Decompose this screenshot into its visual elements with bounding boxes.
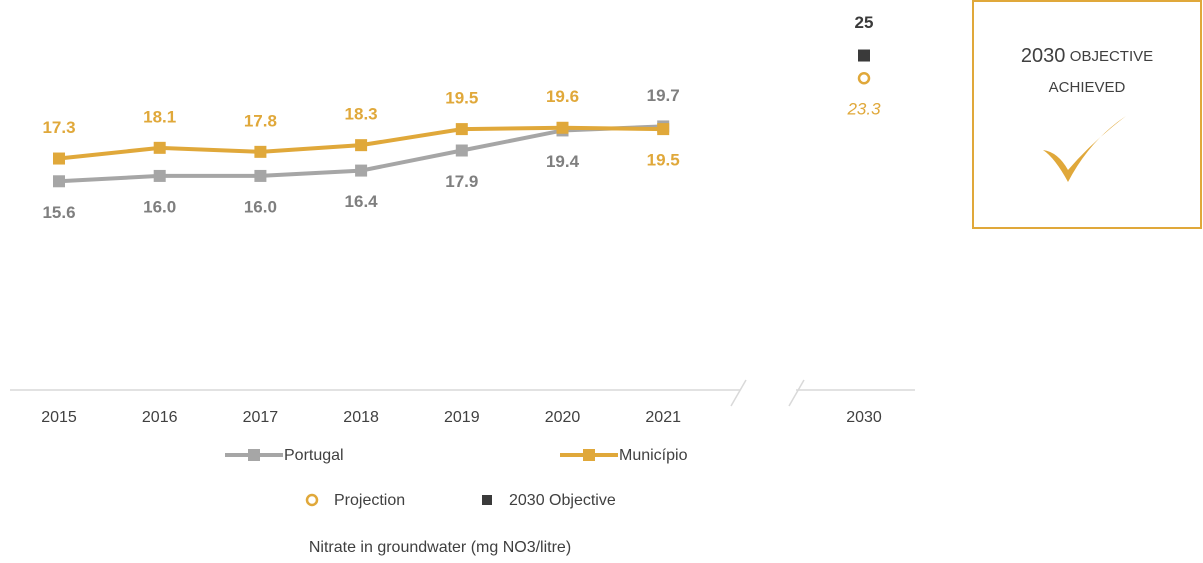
data-label: 17.3 xyxy=(42,118,75,137)
data-label: 23.3 xyxy=(846,100,881,119)
axis-break xyxy=(788,379,805,407)
x-tick-label: 2016 xyxy=(142,409,178,426)
data-point xyxy=(53,152,65,165)
data-label: 19.5 xyxy=(445,89,478,108)
check-icon xyxy=(1043,116,1126,182)
data-label: 19.5 xyxy=(647,151,680,170)
x-tick-label: 2019 xyxy=(444,409,480,426)
x-tick-label: 2020 xyxy=(545,409,581,426)
x-tick-label: 2017 xyxy=(243,409,279,426)
status-box xyxy=(972,0,1202,229)
legend-marker xyxy=(305,493,319,507)
data-point xyxy=(254,145,267,158)
data-label: 17.9 xyxy=(445,172,478,191)
data-label: 15.6 xyxy=(42,203,75,222)
legend-label: Portugal xyxy=(284,447,344,464)
data-point xyxy=(355,139,368,152)
data-point xyxy=(858,49,870,62)
axis-break xyxy=(730,379,747,407)
data-label: 18.3 xyxy=(345,105,378,124)
legend-label: 2030 Objective xyxy=(509,492,616,509)
data-point xyxy=(53,175,65,188)
data-label: 19.4 xyxy=(546,152,580,171)
data-point xyxy=(153,141,166,154)
data-label: 19.6 xyxy=(546,87,579,106)
status-year: 2030 xyxy=(1021,45,1066,67)
legend-marker xyxy=(248,449,260,461)
data-point xyxy=(657,123,670,136)
legend-label: Projection xyxy=(334,492,405,509)
data-label: 17.8 xyxy=(244,111,277,130)
data-point xyxy=(355,164,368,177)
data-point xyxy=(857,72,871,85)
data-label: 16.0 xyxy=(143,197,176,216)
data-label: 25 xyxy=(855,13,874,32)
data-point xyxy=(254,169,267,182)
data-label: 16.4 xyxy=(345,192,379,211)
x-tick-label: 2015 xyxy=(41,409,77,426)
legend-marker xyxy=(583,449,595,461)
legend-label: Município xyxy=(619,447,688,464)
x-tick-label: 2018 xyxy=(343,409,379,426)
status-text: OBJECTIVE xyxy=(1070,48,1153,65)
data-point xyxy=(455,123,468,136)
data-point xyxy=(153,169,166,182)
data-label: 16.0 xyxy=(244,197,277,216)
data-point xyxy=(556,121,569,134)
chart-title: Nitrate in groundwater (mg NO3/litre) xyxy=(309,539,571,556)
status-text: ACHIEVED xyxy=(1049,79,1126,96)
x-tick-label: 2030 xyxy=(846,409,882,426)
x-tick-label: 2021 xyxy=(645,409,681,426)
status-line: 2030 OBJECTIVE xyxy=(1021,45,1153,67)
legend-marker xyxy=(482,495,492,505)
data-label: 19.7 xyxy=(647,86,680,105)
data-point xyxy=(455,144,468,157)
data-label: 18.1 xyxy=(143,107,176,126)
